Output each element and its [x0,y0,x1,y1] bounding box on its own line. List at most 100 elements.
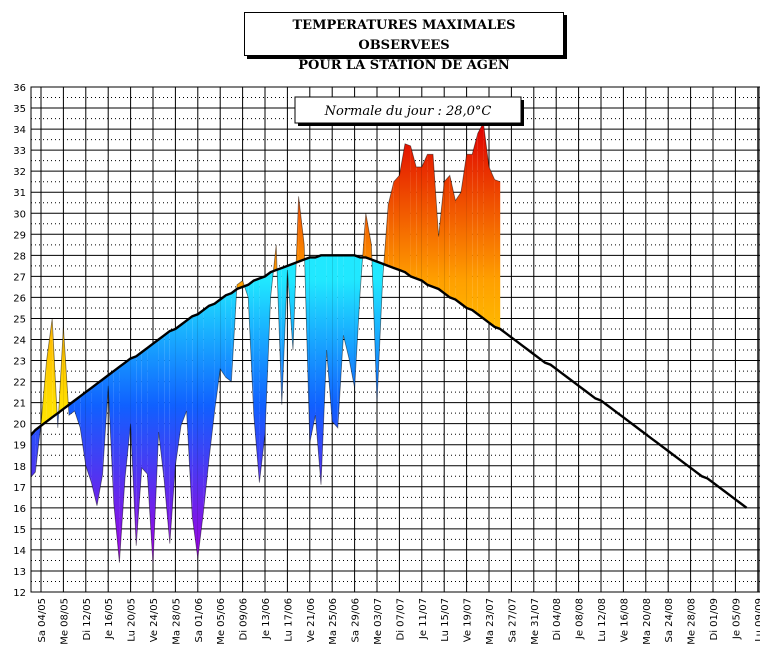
x-tick-label: Ve 19/07 [463,598,474,642]
x-tick-label: Ve 24/05 [149,598,160,642]
y-tick-label: 23 [13,357,26,368]
area-below-normal [97,379,103,506]
x-tick-label: Me 03/07 [373,598,384,645]
plot-grid [31,86,760,593]
area-above-normal [416,166,422,281]
area-below-normal [220,295,226,378]
area-below-normal [309,257,316,443]
x-tick-label: Ma 25/06 [328,598,339,645]
area-below-normal [214,299,221,412]
area-below-normal [31,429,36,478]
x-tick-label: Je 11/07 [418,598,429,640]
x-tick-label: Lu 12/08 [597,598,608,642]
area-above-normal [455,192,461,304]
area-above-normal [421,154,428,285]
area-above-normal [483,122,489,323]
area-below-normal [343,255,349,359]
area-above-normal [444,175,450,298]
area-below-normal [119,362,125,563]
area-below-normal [203,305,209,513]
y-tick-label: 22 [13,378,26,389]
area-above-normal [365,213,372,260]
x-tick-label: Ma 20/08 [642,598,653,645]
x-tick-label: Je 08/08 [575,598,586,640]
area-above-normal [393,175,400,271]
x-tick-label: Sa 27/07 [507,598,518,642]
area-below-normal [175,324,181,466]
x-tick-label: Sa 24/08 [664,598,675,642]
area-below-normal [315,255,321,485]
area-above-normal [438,181,445,294]
y-tick-label: 33 [13,146,26,157]
x-tick-label: Lu 20/05 [127,598,138,642]
area-below-normal [74,396,81,428]
x-tick-label: Di 07/07 [395,598,406,640]
chart-title-box: TEMPERATURES MAXIMALES OBSERVEES POUR LA… [244,12,564,73]
y-tick-label: 30 [13,209,26,220]
x-tick-label: Ma 28/05 [171,598,182,645]
area-below-normal [113,366,120,563]
x-tick-label: Ve 21/06 [306,598,317,642]
area-below-normal [130,356,137,546]
area-below-normal [125,358,131,479]
area-below-normal [197,310,204,559]
y-tick-label: 18 [13,462,26,473]
area-below-normal [85,387,92,483]
area-above-normal [399,143,405,273]
chart-title-line2: POUR LA STATION DE AGEN [298,58,510,73]
area-below-normal [141,347,148,475]
area-below-normal [181,320,187,426]
y-tick-label: 34 [13,125,26,136]
x-tick-label: Ve 16/08 [619,598,630,642]
y-tick-label: 21 [13,399,26,410]
x-tick-label: Me 05/06 [216,598,227,645]
x-tick-label: Di 09/06 [239,598,250,640]
area-above-normal [489,166,495,327]
normale-annotation: Normale du jour : 28,0°C [294,96,524,126]
x-tick-label: Lu 09/09 [754,598,760,642]
area-above-normal [494,179,501,329]
x-tick-label: Sa 29/06 [351,598,362,642]
x-tick-label: Je 13/06 [261,598,272,640]
axes: 12 13 14 15 16 17 18 19 20 21 22 23 24 25 26 27 28 29 30 31… [13,83,760,645]
x-tick-label: Di 04/08 [552,598,563,640]
area-below-normal [337,255,344,428]
y-tick-label: 25 [13,314,26,325]
plot-frame [30,86,760,593]
area-below-normal [147,343,153,565]
y-tick-label: 12 [13,588,26,599]
x-tick-label: Me 08/05 [59,598,70,645]
area-below-normal [354,255,361,388]
x-tick-label: Je 05/09 [731,598,742,640]
area-above-normal [405,143,411,277]
chart-title-line1: TEMPERATURES MAXIMALES OBSERVEES [292,18,516,53]
area-below-normal [326,255,333,422]
area-below-normal [321,255,327,485]
area-below-normal [259,276,265,483]
area-above-normal [433,154,439,289]
x-tick-label: Lu 15/07 [440,598,451,642]
y-tick-label: 29 [13,230,26,241]
area-below-normal [332,255,338,428]
area-above-normal [46,318,53,422]
x-tick-label: Di 12/05 [82,598,93,640]
y-tick-label: 19 [13,441,26,452]
area-below-normal [349,255,355,388]
area-below-normal [192,314,198,559]
y-tick-label: 14 [13,546,26,557]
area-above-normal [298,196,305,262]
x-tick-label: Je 16/05 [104,598,115,640]
y-tick-label: 36 [13,83,26,94]
x-tick-label: Sa 04/05 [37,598,48,642]
y-tick-label: 31 [13,188,26,199]
y-tick-label: 20 [13,420,26,431]
x-tick-label: Di 01/09 [709,598,720,640]
area-below-normal [91,383,97,506]
y-tick-label: 27 [13,272,26,283]
y-tick-label: 32 [13,167,26,178]
annotation-text: Normale du jour : 28,0°C [324,104,492,119]
area-below-normal [164,331,170,544]
annotation-box [294,96,522,124]
y-tick-label: 24 [13,336,26,347]
area-above-normal [477,122,484,319]
